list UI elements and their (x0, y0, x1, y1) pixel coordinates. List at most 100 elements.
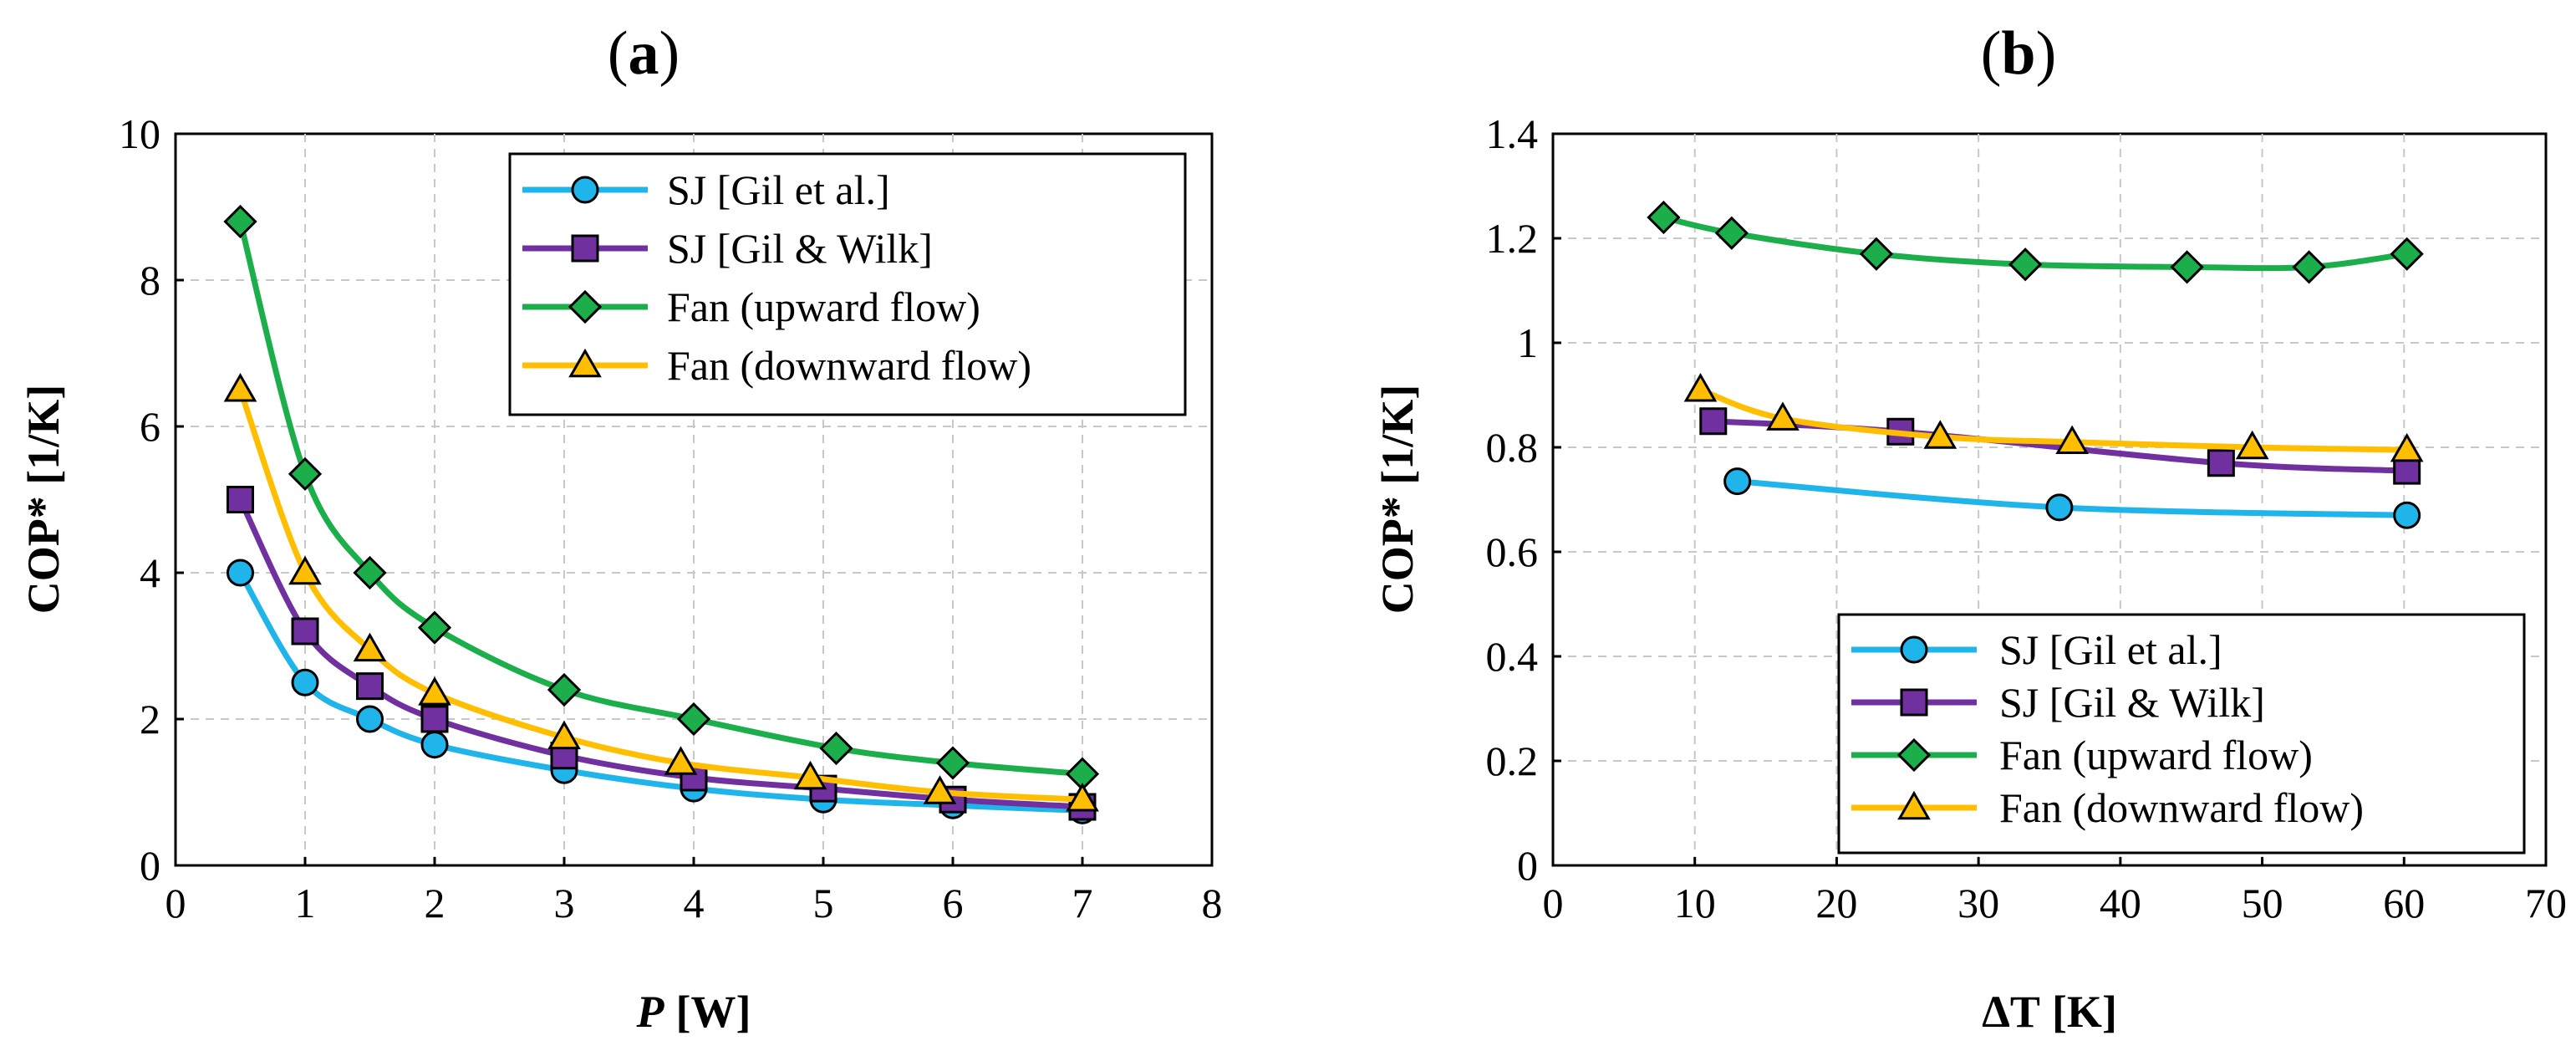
legend-marker-diamond (568, 289, 603, 324)
x-axis-unit-b: [K] (2052, 987, 2117, 1037)
data-point-fan-downward-flow (1923, 420, 1957, 449)
chart-panel-b: 00.20.40.60.811.21.40 10 20 30 40 50 60 70 (b) … (1372, 19, 2567, 1037)
y-tick-label: 1.2 (1486, 215, 1539, 262)
data-point-fan-upward-flow (2170, 250, 2204, 284)
data-point-sj-gil-et-al (356, 705, 384, 733)
x-tick-label: 8 (1202, 880, 1223, 926)
series-line-sj-gil-et-al (237, 571, 1083, 814)
legend-marker-circle (1900, 635, 1928, 664)
data-point-sj-gil-wilk (356, 672, 384, 701)
y-tick-label: 0.8 (1486, 424, 1539, 471)
legend-label: SJ [Gil & Wilk] (667, 225, 933, 272)
data-point-fan-downward-flow (2390, 432, 2424, 462)
y-tick-label: 0.4 (1486, 633, 1539, 680)
data-point-sj-gil-wilk (2207, 449, 2235, 477)
x-axis-unit-a: [W] (676, 987, 751, 1037)
x-tick-label: 5 (813, 880, 834, 926)
chart-panel-a: 0 2 4 6 8 10 0 1 2 3 4 5 6 7 8 (a) P [W] COP* [1/K] SJ … (18, 19, 1223, 1037)
data-point-fan-upward-flow (1714, 216, 1749, 250)
data-point-fan-downward-flow (2055, 425, 2089, 454)
panel-letter-b: b (2001, 19, 2035, 88)
legend-item-sj-gil-et-al: SJ [Gil et al.] (1851, 626, 2222, 673)
y-tick-label: 2 (140, 696, 160, 742)
x-tick-label: 60 (2383, 880, 2425, 926)
y-tick-label: 10 (119, 110, 160, 157)
legend-label: SJ [Gil & Wilk] (1999, 679, 2265, 726)
data-point-sj-gil-wilk (420, 705, 449, 733)
legend-item-fan-downward-flow: Fan (downward flow) (1851, 784, 2364, 831)
legend-label: Fan (upward flow) (667, 283, 980, 330)
x-tick-label: 6 (943, 880, 964, 926)
x-tick-label: 1 (295, 880, 316, 926)
data-point-fan-downward-flow (353, 632, 387, 662)
data-point-sj-gil-wilk (291, 617, 319, 645)
data-point-sj-gil-et-al (2393, 501, 2421, 529)
data-point-sj-gil-et-al (420, 731, 449, 759)
legend-entries-a: SJ [Gil et al.] SJ [Gil & Wilk] Fan (upwar… (522, 166, 1031, 389)
series-fan-downward-flow (223, 372, 1099, 812)
data-point-fan-upward-flow (223, 204, 257, 239)
data-point-fan-downward-flow (288, 555, 322, 585)
y-tick-label: 0.2 (1486, 737, 1539, 784)
x-tick-label: 7 (1072, 880, 1093, 926)
data-point-fan-upward-flow (819, 731, 853, 766)
legend-label: SJ [Gil et al.] (667, 166, 890, 213)
data-point-fan-upward-flow (547, 672, 582, 707)
ticks-a: 0 2 4 6 8 10 0 1 2 3 4 5 6 7 8 (119, 110, 1223, 926)
x-tick-label: 0 (1543, 880, 1564, 926)
series-b (1647, 200, 2424, 529)
data-point-fan-upward-flow (288, 457, 323, 491)
data-point-fan-downward-flow (1766, 401, 1800, 431)
data-point-fan-upward-flow (2390, 237, 2424, 271)
y-tick-label: 0 (1517, 842, 1538, 889)
x-tick-label: 3 (554, 880, 575, 926)
x-tick-label: 20 (1815, 880, 1857, 926)
x-tick-label: 10 (1674, 880, 1716, 926)
data-point-fan-upward-flow (676, 702, 711, 737)
legend-label: Fan (upward flow) (1999, 732, 2313, 778)
legend-item-sj-gil-et-al: SJ [Gil et al.] (522, 166, 890, 213)
y-tick-label: 6 (140, 403, 160, 450)
series-a (223, 204, 1100, 824)
legend-item-fan-upward-flow: Fan (upward flow) (1851, 732, 2313, 778)
y-tick-label: 1 (1517, 319, 1538, 366)
panel-title-b: (b) (1981, 19, 2056, 88)
x-tick-label: 50 (2242, 880, 2283, 926)
data-point-fan-downward-flow (418, 676, 451, 706)
data-point-sj-gil-et-al (2045, 493, 2074, 522)
legend-marker-square (571, 234, 599, 263)
y-axis-label-b: COP* [1/K] (1372, 385, 1423, 614)
y-tick-label: 4 (140, 549, 160, 596)
y-tick-label: 1.4 (1486, 110, 1539, 157)
x-axis-label-b: ΔT [K] (1982, 987, 2117, 1037)
data-point-sj-gil-wilk (2393, 457, 2421, 485)
data-point-sj-gil-et-al (227, 559, 254, 587)
data-point-sj-gil-wilk (1699, 407, 1728, 436)
legend-item-sj-gil-wilk: SJ [Gil & Wilk] (1851, 679, 2265, 726)
series-fan-upward-flow (1647, 200, 2424, 284)
y-tick-label: 0 (140, 842, 160, 889)
x-axis-var-a: P (636, 987, 665, 1037)
legend-a: SJ [Gil et al.] SJ [Gil & Wilk] Fan (upwar… (508, 152, 1187, 416)
ticks-b: 0 0.2 0.4 0.6 0.8 1 1.2 1.4 0 10 20 30 40 50 60 70 (1486, 110, 2568, 926)
data-point-fan-downward-flow (223, 372, 257, 402)
data-point-fan-downward-flow (2235, 430, 2269, 460)
legend-item-fan-upward-flow: Fan (upward flow) (522, 283, 980, 330)
data-point-fan-downward-flow (1683, 372, 1718, 402)
x-tick-label: 0 (165, 880, 186, 926)
data-point-fan-upward-flow (1859, 237, 1894, 271)
data-point-fan-downward-flow (547, 720, 581, 750)
legend-item-sj-gil-wilk: SJ [Gil & Wilk] (522, 225, 933, 272)
legend-marker-circle (571, 176, 599, 204)
legend-label: Fan (downward flow) (667, 342, 1031, 389)
panel-title-a: (a) (608, 19, 680, 88)
series-fan-downward-flow (1683, 372, 2424, 462)
data-point-fan-upward-flow (353, 555, 387, 590)
panel-letter-a: a (629, 19, 659, 88)
legend-marker-triangle (568, 348, 602, 378)
legend-item-fan-downward-flow: Fan (downward flow) (522, 342, 1031, 389)
data-point-fan-upward-flow (2292, 250, 2326, 284)
data-point-fan-upward-flow (1647, 200, 1681, 235)
data-point-fan-downward-flow (664, 746, 698, 775)
